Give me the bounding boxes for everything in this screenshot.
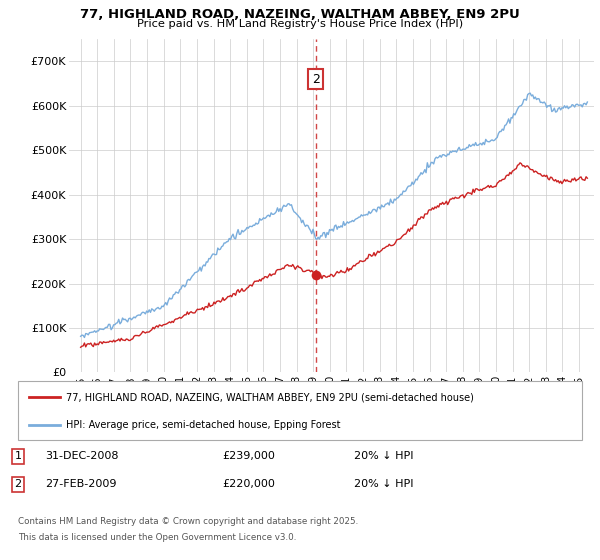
Text: 31-DEC-2008: 31-DEC-2008 (45, 451, 119, 461)
Text: 2: 2 (14, 479, 22, 489)
Text: 2: 2 (312, 73, 320, 86)
Text: 20% ↓ HPI: 20% ↓ HPI (354, 479, 413, 489)
Text: 77, HIGHLAND ROAD, NAZEING, WALTHAM ABBEY, EN9 2PU: 77, HIGHLAND ROAD, NAZEING, WALTHAM ABBE… (80, 8, 520, 21)
Text: 20% ↓ HPI: 20% ↓ HPI (354, 451, 413, 461)
Text: 27-FEB-2009: 27-FEB-2009 (45, 479, 116, 489)
Text: HPI: Average price, semi-detached house, Epping Forest: HPI: Average price, semi-detached house,… (66, 420, 340, 430)
FancyBboxPatch shape (18, 381, 582, 440)
Text: £239,000: £239,000 (222, 451, 275, 461)
Text: This data is licensed under the Open Government Licence v3.0.: This data is licensed under the Open Gov… (18, 533, 296, 542)
Text: 77, HIGHLAND ROAD, NAZEING, WALTHAM ABBEY, EN9 2PU (semi-detached house): 77, HIGHLAND ROAD, NAZEING, WALTHAM ABBE… (66, 392, 474, 402)
Text: 1: 1 (14, 451, 22, 461)
Text: £220,000: £220,000 (222, 479, 275, 489)
Text: Contains HM Land Registry data © Crown copyright and database right 2025.: Contains HM Land Registry data © Crown c… (18, 517, 358, 526)
Text: Price paid vs. HM Land Registry's House Price Index (HPI): Price paid vs. HM Land Registry's House … (137, 19, 463, 29)
